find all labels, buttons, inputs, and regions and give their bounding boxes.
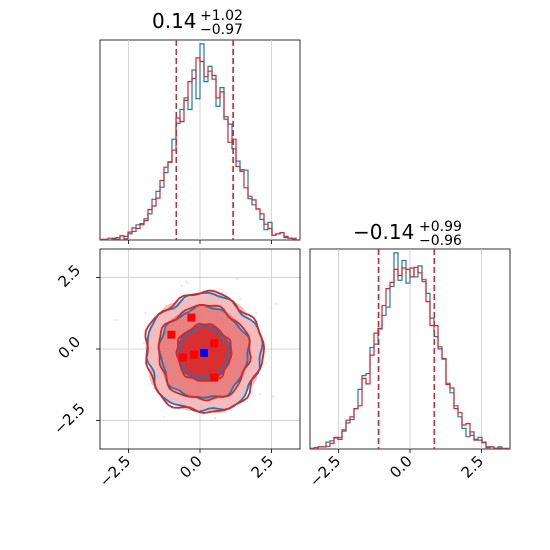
sample-dot <box>184 280 187 283</box>
sample-dot <box>114 319 117 321</box>
panel-title-x2: −0.14 +0.99 −0.96 <box>353 219 462 249</box>
sample-dot <box>258 392 261 395</box>
sample-dot <box>239 298 241 301</box>
truth-marker <box>200 349 208 357</box>
panel-title-x1: 0.14 +1.02 −0.97 <box>152 8 243 38</box>
contour-xtick-label-1: 0.0 <box>176 452 206 482</box>
panel-title-x2-value: −0.14 <box>353 220 415 244</box>
contour-line-b-4 <box>157 303 252 402</box>
sample-dot <box>255 312 258 315</box>
hist-x1-series-1-step <box>99 57 300 241</box>
sample-dot <box>265 362 267 365</box>
sample-dot <box>209 449 211 451</box>
sample-dot <box>236 278 239 281</box>
contour-ytick-label-2: 2.5 <box>55 261 85 291</box>
panel-title-x1-upper: +1.02 <box>200 8 243 24</box>
sample-marker-5 <box>210 373 219 382</box>
sample-marker-4 <box>178 353 187 362</box>
sample-dot <box>214 417 217 419</box>
sample-dot <box>274 302 277 305</box>
sample-marker-3 <box>190 350 199 359</box>
contour-ytick-label-0: −2.5 <box>50 400 88 438</box>
histogram-panel-x1 <box>99 39 301 244</box>
sample-marker-2 <box>210 339 219 348</box>
sample-dot <box>221 291 224 294</box>
panel-title-x2-lower: −0.96 <box>419 233 462 249</box>
contour-line-b-5 <box>144 289 266 414</box>
hist-x2-series-1-step <box>310 266 510 450</box>
hist-x1-series-0-step <box>100 43 300 241</box>
hist-x2-xtick-label-0: −2.5 <box>306 452 344 490</box>
sample-dot <box>98 371 100 373</box>
sample-dot <box>307 372 309 374</box>
hist-x2-xtick-label-1: 0.0 <box>386 452 416 482</box>
panel-title-x2-upper: +0.99 <box>419 219 462 235</box>
sample-dot <box>144 312 147 314</box>
sample-marker-0 <box>167 330 176 339</box>
sample-dot <box>163 415 166 418</box>
sample-dot <box>187 281 189 284</box>
panel-title-x1-lower: −0.97 <box>200 22 243 38</box>
sample-dot <box>143 342 146 345</box>
hist-x2-xtick-label-2: 2.5 <box>458 452 488 482</box>
histogram-panel-x2: −2.5 0.0 2.5 <box>306 248 511 491</box>
sample-marker-1 <box>187 313 196 322</box>
contour-panel-x1-x2: −2.5 0.0 2.5 −2.5 0.0 2.5 <box>50 248 309 491</box>
sample-dot <box>271 395 274 398</box>
panel-title-x1-value: 0.14 <box>152 9 197 33</box>
contour-ytick-label-1: 0.0 <box>55 333 85 363</box>
sample-dot <box>270 307 273 310</box>
contour-layer <box>98 278 309 451</box>
sample-dot <box>180 285 183 288</box>
sample-dot <box>218 288 221 291</box>
contour-xtick-label-2: 2.5 <box>248 452 278 482</box>
contour-xtick-label-0: −2.5 <box>96 452 134 490</box>
